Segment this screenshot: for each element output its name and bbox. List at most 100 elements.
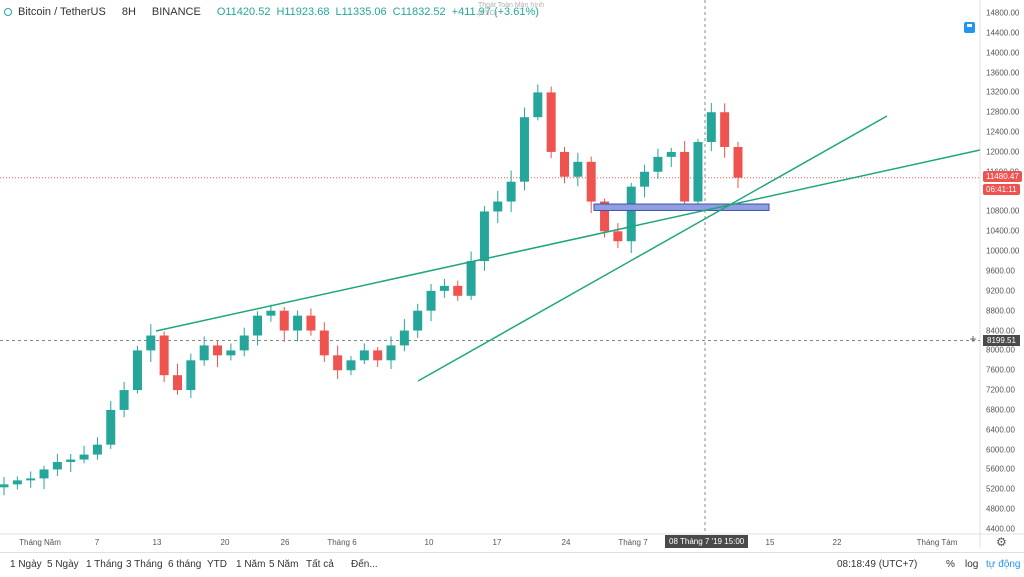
candle-body: [186, 360, 196, 391]
price-tick: 14000.00: [986, 48, 1020, 58]
candle-body: [706, 112, 716, 142]
candle-body: [426, 290, 436, 311]
tf-6m[interactable]: 6 tháng: [168, 559, 202, 570]
price-tick: 8400.00: [986, 326, 1015, 336]
candle-body: [306, 315, 316, 331]
tf-all[interactable]: Tất cả: [306, 559, 334, 570]
candle-body: [226, 350, 236, 356]
candle-body: [319, 330, 329, 356]
time-tick: Tháng Tám: [916, 538, 958, 547]
tf-ytd[interactable]: YTD: [207, 559, 227, 570]
low-value: L11335.06: [335, 6, 387, 18]
candle-body: [733, 146, 743, 178]
symbol-title[interactable]: Bitcoin / TetherUS: [18, 6, 106, 18]
candle-body: [373, 350, 383, 361]
candle-body: [640, 171, 650, 187]
time-tick: Tháng 7: [618, 538, 648, 547]
candle-body: [546, 92, 556, 152]
candle-body: [519, 117, 529, 182]
candle-body: [386, 345, 396, 361]
candle-body: [586, 161, 596, 202]
candle-body: [26, 478, 36, 481]
chart-legend: Bitcoin / TetherUS 8H BINANCE O11420.52 …: [4, 6, 539, 18]
price-tick: 12400.00: [986, 127, 1020, 137]
price-tick: 9200.00: [986, 286, 1015, 296]
time-tick: 10: [424, 538, 434, 547]
time-tick: 20: [220, 538, 230, 547]
price-tick: 12000.00: [986, 147, 1020, 157]
candle-body: [293, 315, 303, 331]
time-tick: Tháng 6: [327, 538, 357, 547]
candle-body: [52, 462, 62, 470]
high-value: H11923.68: [276, 6, 330, 18]
candle-body: [453, 285, 463, 296]
price-tick: 6800.00: [986, 405, 1015, 415]
price-tick: 5200.00: [986, 484, 1015, 494]
bottom-toolbar: 1 Ngày 5 Ngày 1 Tháng 3 Tháng 6 tháng YT…: [0, 552, 1024, 577]
time-tick: 13: [152, 538, 162, 547]
price-tick: 14800.00: [986, 8, 1020, 18]
trendline-steep: [417, 115, 888, 382]
price-tick: 9600.00: [986, 266, 1015, 276]
candle-body: [106, 409, 116, 445]
candle-body: [653, 156, 663, 172]
auto-toggle[interactable]: tự động: [986, 559, 1021, 570]
candle-body: [146, 335, 156, 351]
candle-body: [213, 345, 223, 356]
price-chart[interactable]: [0, 0, 1024, 548]
candle-body: [399, 330, 409, 346]
price-tick: 10000.00: [986, 246, 1020, 256]
candle-body: [39, 469, 49, 479]
tf-1m[interactable]: 1 Tháng: [86, 559, 123, 570]
price-tick: 12800.00: [986, 107, 1020, 117]
save-icon[interactable]: [964, 22, 975, 33]
candle-body: [92, 444, 102, 455]
price-tick: 13600.00: [986, 68, 1020, 78]
crosshair-time-label: 08 Tháng 7 '19 15:00: [665, 535, 749, 548]
interval-label[interactable]: 8H: [121, 6, 136, 18]
close-value: C11832.52: [392, 6, 446, 18]
candle-body: [119, 390, 129, 410]
fullscreen-tooltip-text: Thoát Toàn Màn hình: [478, 2, 545, 9]
time-tick: 17: [492, 538, 502, 547]
time-tick: 22: [832, 538, 842, 547]
time-tick: 7: [94, 538, 100, 547]
price-tick: 7200.00: [986, 385, 1015, 395]
price-tick: 6400.00: [986, 425, 1015, 435]
fullscreen-tooltip: Thoát Toàn Màn hình (ESC): [478, 2, 544, 18]
clock-label[interactable]: 08:18:49 (UTC+7): [837, 559, 918, 570]
symbol-dot-icon[interactable]: [4, 8, 12, 16]
candle-body: [359, 350, 369, 361]
log-toggle[interactable]: log: [965, 559, 979, 570]
candle-body: [466, 261, 476, 296]
candle-body: [493, 201, 503, 212]
candle-body: [479, 211, 489, 262]
candle-body: [132, 350, 142, 391]
candle-body: [626, 186, 636, 242]
candle-body: [560, 151, 570, 177]
time-tick: 24: [561, 538, 571, 547]
candle-body: [333, 355, 343, 371]
chart-area[interactable]: [0, 0, 1024, 548]
price-tick: 10800.00: [986, 206, 1020, 216]
tf-1y[interactable]: 1 Năm: [236, 559, 266, 570]
tf-3m[interactable]: 3 Tháng: [126, 559, 163, 570]
plus-icon[interactable]: +: [969, 332, 977, 346]
candle-body: [0, 484, 9, 488]
candle-body: [172, 375, 182, 391]
candle-body: [613, 231, 623, 242]
tf-5d[interactable]: 5 Ngày: [47, 559, 79, 570]
price-tick: 4800.00: [986, 504, 1015, 514]
support-zone-rectangle: [593, 203, 770, 211]
percent-toggle[interactable]: %: [946, 559, 955, 570]
countdown-label: 06:41:11: [983, 184, 1020, 195]
candle-body: [439, 285, 449, 291]
goto-date-button[interactable]: Đến...: [351, 559, 378, 570]
tf-5y[interactable]: 5 Năm: [269, 559, 299, 570]
change-value: +411.97 (+3.61%): [451, 6, 539, 18]
candle-body: [573, 161, 583, 177]
tf-1d[interactable]: 1 Ngày: [10, 559, 42, 570]
candle-body: [346, 360, 356, 371]
gear-icon[interactable]: ⚙: [996, 535, 1007, 549]
price-tick: 5600.00: [986, 464, 1015, 474]
